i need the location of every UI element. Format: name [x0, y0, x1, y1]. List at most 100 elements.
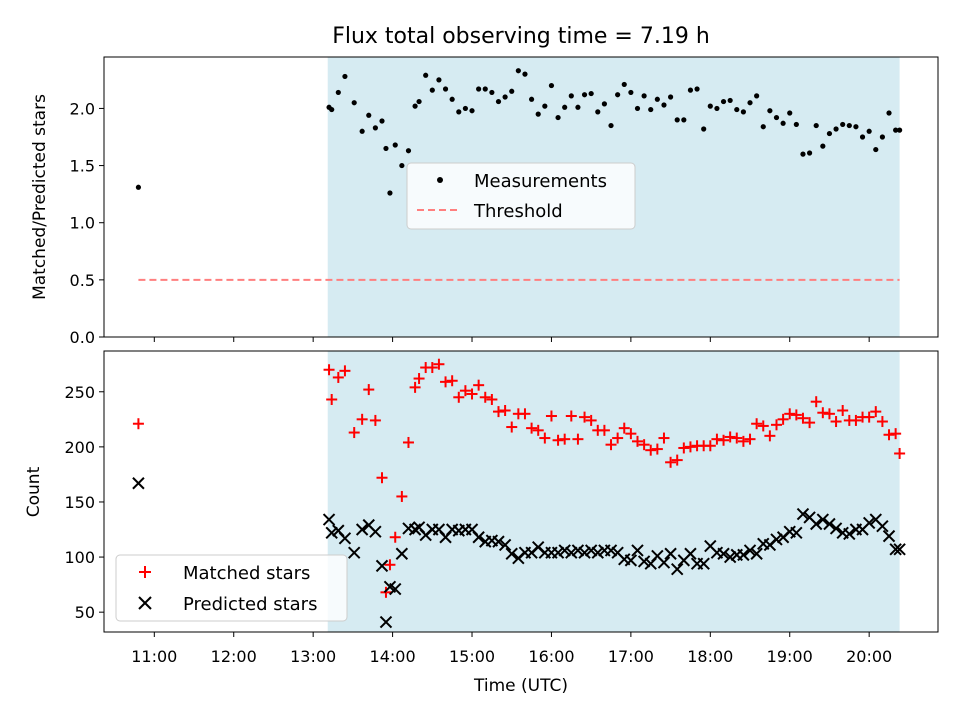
matched-star-point — [744, 433, 756, 445]
predicted-star-point — [893, 543, 906, 556]
matched-star-point — [380, 586, 392, 598]
predicted-star-point — [770, 533, 783, 546]
matched-star-point — [777, 413, 789, 425]
matched-star-point — [718, 434, 730, 446]
matched-star-point — [678, 442, 690, 454]
measurement-point — [387, 190, 393, 196]
predicted-star-point — [551, 546, 565, 559]
measurement-point — [846, 122, 852, 129]
measurement-point — [813, 122, 819, 129]
measurement-point — [886, 110, 892, 116]
measurement-point — [740, 109, 747, 115]
predicted-star-point — [684, 547, 697, 560]
matched-star-point — [876, 416, 888, 428]
matched-star-point — [545, 410, 557, 422]
measurement-point — [601, 101, 608, 107]
predicted-star-point — [355, 523, 369, 536]
measurement-point — [754, 93, 760, 99]
measurement-point — [342, 73, 348, 80]
predicted-star-point — [882, 529, 896, 543]
matched-star-point — [426, 362, 438, 374]
measurement-point — [482, 86, 488, 92]
top-legend-box — [406, 162, 636, 230]
matched-star-point — [665, 456, 677, 468]
measurement-point — [542, 103, 548, 109]
predicted-star-point — [743, 544, 757, 557]
matched-star-point — [631, 435, 643, 447]
measurement-point — [351, 100, 357, 106]
matched-star-point — [479, 391, 491, 403]
predicted-stars-points — [132, 477, 906, 629]
predicted-star-point — [624, 554, 638, 567]
matched-star-point — [559, 433, 571, 445]
x-tick-label: 15:00 — [449, 647, 495, 666]
top-y-ticks: 0.0 0.5 1.0 1.5 2.0 — [70, 99, 104, 347]
measurement-point — [495, 98, 502, 105]
matched-star-point — [790, 409, 802, 421]
measurement-point — [667, 94, 674, 100]
matched-star-point — [751, 418, 763, 430]
matched-star-point — [770, 419, 782, 431]
bottom-y-tick-label: 100 — [64, 548, 95, 567]
matched-star-point — [850, 414, 862, 426]
matched-star-point — [453, 391, 465, 403]
measurement-point — [873, 146, 879, 153]
measurement-point — [522, 71, 528, 77]
measurement-point — [329, 106, 335, 113]
matched-star-point — [326, 393, 338, 405]
predicted-star-point — [810, 517, 823, 531]
legend-matched-marker — [139, 566, 151, 578]
matched-star-point — [363, 384, 375, 396]
matched-star-point — [638, 439, 650, 451]
top-x-ticks — [153, 337, 870, 342]
predicted-star-point — [876, 520, 889, 533]
matched-star-point — [492, 406, 504, 418]
predicted-star-point — [796, 507, 810, 521]
matched-star-point — [356, 413, 368, 425]
bottom-y-tick-label: 200 — [64, 438, 95, 457]
matched-star-point — [572, 433, 584, 445]
matched-star-point — [339, 365, 351, 377]
matched-star-point — [506, 421, 518, 433]
matched-star-point — [797, 412, 809, 424]
measurement-point — [859, 134, 866, 140]
legend-measurements-marker — [437, 177, 443, 183]
matched-star-point — [433, 358, 445, 370]
top-y-tick-label: 2.0 — [70, 99, 95, 118]
measurement-point — [897, 127, 903, 133]
matched-star-point — [724, 431, 736, 443]
matched-star-point — [499, 405, 511, 417]
predicted-star-point — [338, 532, 352, 545]
measurement-points — [135, 68, 903, 196]
measurement-point — [509, 88, 515, 94]
measurement-point — [449, 96, 455, 102]
predicted-star-point — [843, 527, 856, 541]
measurement-point — [436, 77, 442, 83]
matched-star-point — [323, 364, 335, 376]
measurement-point — [379, 118, 385, 124]
bottom-y-ticks: 50 100 150 200 250 — [64, 383, 104, 622]
matched-star-point — [598, 424, 610, 436]
matched-star-point — [651, 443, 663, 455]
predicted-star-point — [657, 556, 671, 569]
predicted-star-point — [790, 526, 803, 540]
matched-star-point — [565, 410, 577, 422]
predicted-star-point — [472, 531, 485, 544]
matched-stars-points — [132, 358, 906, 598]
measurement-point — [535, 111, 541, 117]
bottom-y-axis-label: Count — [24, 466, 44, 517]
matched-star-point — [863, 411, 875, 423]
matched-star-point — [645, 444, 657, 456]
measurement-point — [780, 120, 786, 126]
measurement-point — [568, 93, 574, 99]
measurement-point — [787, 110, 793, 116]
matched-star-point — [817, 407, 829, 419]
measurement-point — [853, 124, 859, 130]
measurement-point — [701, 126, 707, 132]
measurement-point — [399, 162, 405, 169]
measurement-point — [634, 105, 641, 112]
predicted-star-point — [723, 550, 737, 564]
measurement-point — [800, 151, 806, 157]
matched-star-point — [526, 422, 538, 434]
